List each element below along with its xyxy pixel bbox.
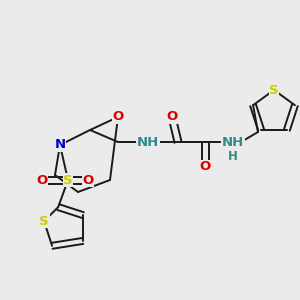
Text: NH: NH	[222, 136, 244, 148]
Text: O: O	[36, 173, 48, 187]
Text: S: S	[39, 215, 49, 228]
Text: O: O	[112, 110, 124, 124]
Text: S: S	[269, 83, 279, 97]
Text: H: H	[228, 151, 238, 164]
Text: S: S	[63, 173, 73, 187]
Text: O: O	[167, 110, 178, 124]
Text: N: N	[54, 139, 66, 152]
Text: NH: NH	[137, 136, 159, 148]
Text: O: O	[200, 160, 211, 173]
Text: O: O	[82, 173, 94, 187]
